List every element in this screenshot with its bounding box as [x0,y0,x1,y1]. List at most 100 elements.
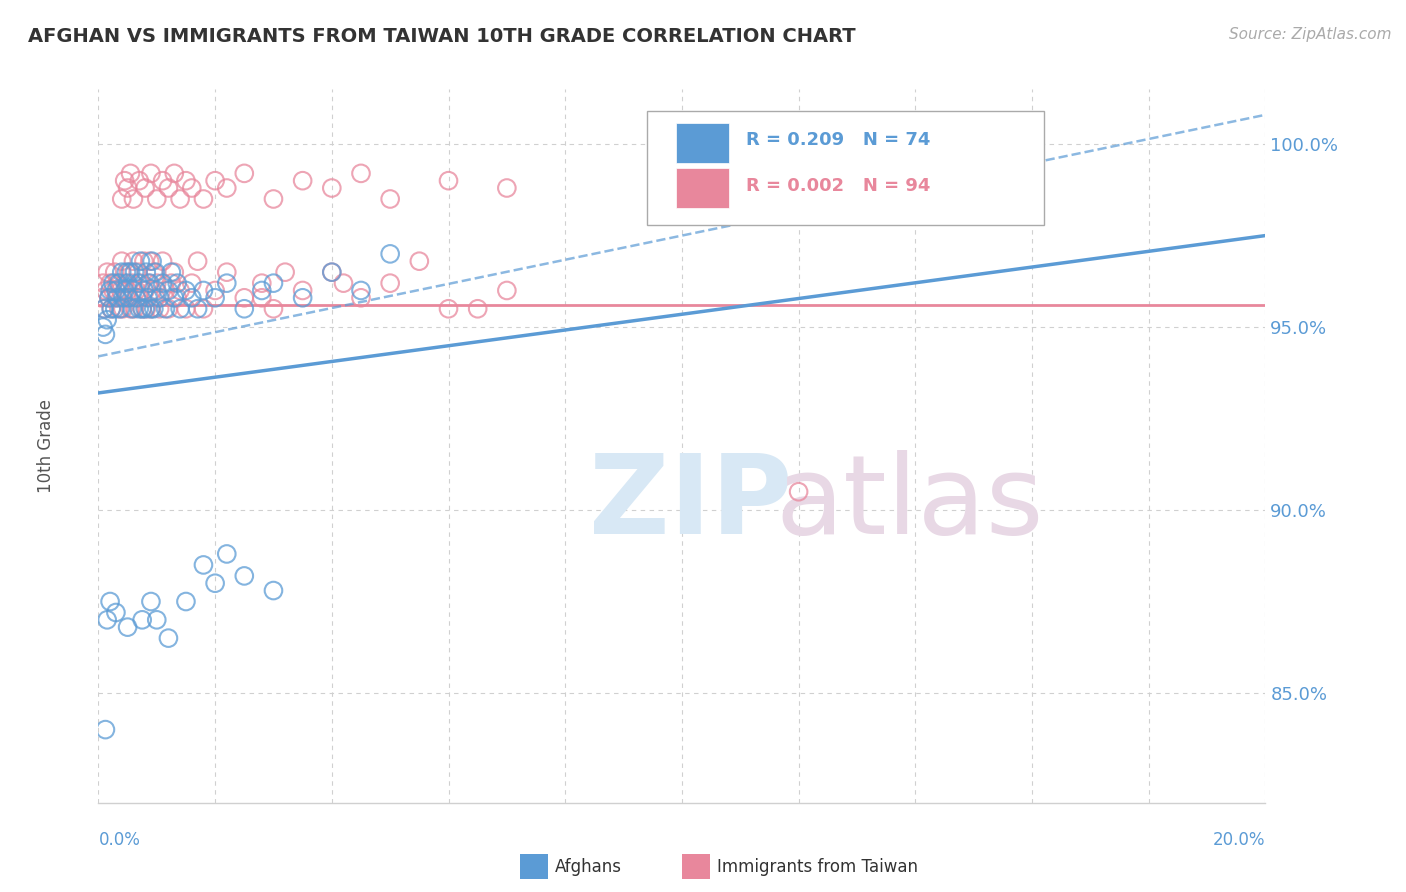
Point [128,174,150,188]
Point [146,276,169,290]
Point [250,284,273,298]
Point [104,291,127,305]
Point [104,265,127,279]
Point [131,613,153,627]
Point [132,254,155,268]
Point [139,301,162,316]
Point [105,276,128,290]
Point [122,254,145,268]
Text: AFGHAN VS IMMIGRANTS FROM TAIWAN 10TH GRADE CORRELATION CHART: AFGHAN VS IMMIGRANTS FROM TAIWAN 10TH GR… [28,27,856,45]
Point [233,291,256,305]
Point [152,254,174,268]
Point [787,484,810,499]
Point [127,265,149,279]
Point [157,631,180,645]
Point [155,284,177,298]
Point [125,291,148,305]
Point [108,276,131,290]
Point [105,291,128,305]
Point [291,174,314,188]
Point [101,284,124,298]
Text: 0.0%: 0.0% [98,831,141,849]
Point [215,276,238,290]
Point [215,181,238,195]
Point [321,265,343,279]
Point [149,291,172,305]
Point [120,301,142,316]
Point [139,254,162,268]
Point [117,276,139,290]
Point [97,291,120,305]
Point [96,265,118,279]
Point [131,301,153,316]
Point [96,312,118,326]
Point [100,301,122,316]
Point [332,276,354,290]
Point [169,284,191,298]
Point [180,291,202,305]
Point [350,291,373,305]
Point [96,613,118,627]
Text: ZIP: ZIP [589,450,792,557]
Point [117,284,139,298]
Point [262,301,284,316]
Point [378,247,402,261]
Point [121,301,143,316]
Point [408,254,430,268]
Point [94,723,117,737]
Point [110,301,132,316]
Point [193,192,215,206]
Point [142,265,165,279]
Text: R = 0.209   N = 74: R = 0.209 N = 74 [747,131,931,149]
Point [91,320,114,334]
Point [157,301,180,316]
Point [104,606,127,620]
Point [187,301,209,316]
Point [437,174,460,188]
Point [193,558,215,572]
Point [129,276,152,290]
Point [437,301,460,316]
Point [193,284,215,298]
Point [204,284,226,298]
Point [124,301,146,316]
Point [128,301,150,316]
Bar [676,169,728,208]
Point [122,284,145,298]
Point [94,284,117,298]
Point [166,276,188,290]
Point [291,291,314,305]
Point [180,181,202,195]
Point [98,284,121,298]
Point [120,265,142,279]
Point [141,284,163,298]
Point [174,284,197,298]
Point [132,284,155,298]
Point [163,265,186,279]
Point [124,265,146,279]
Point [157,284,180,298]
Point [157,181,180,195]
Point [378,276,402,290]
Point [146,284,169,298]
Point [149,301,172,316]
Point [104,301,127,316]
Point [187,254,209,268]
Point [108,301,131,316]
Point [111,291,134,305]
Point [152,174,174,188]
Text: Immigrants from Taiwan: Immigrants from Taiwan [717,858,918,876]
Text: 10th Grade: 10th Grade [37,399,55,493]
Point [233,569,256,583]
Text: 20.0%: 20.0% [1213,831,1265,849]
Point [136,291,159,305]
Point [121,276,143,290]
Point [131,301,153,316]
Point [134,301,156,316]
Point [101,276,124,290]
Point [350,166,373,180]
Point [174,301,197,316]
Point [118,265,141,279]
Point [467,301,489,316]
Point [215,265,238,279]
